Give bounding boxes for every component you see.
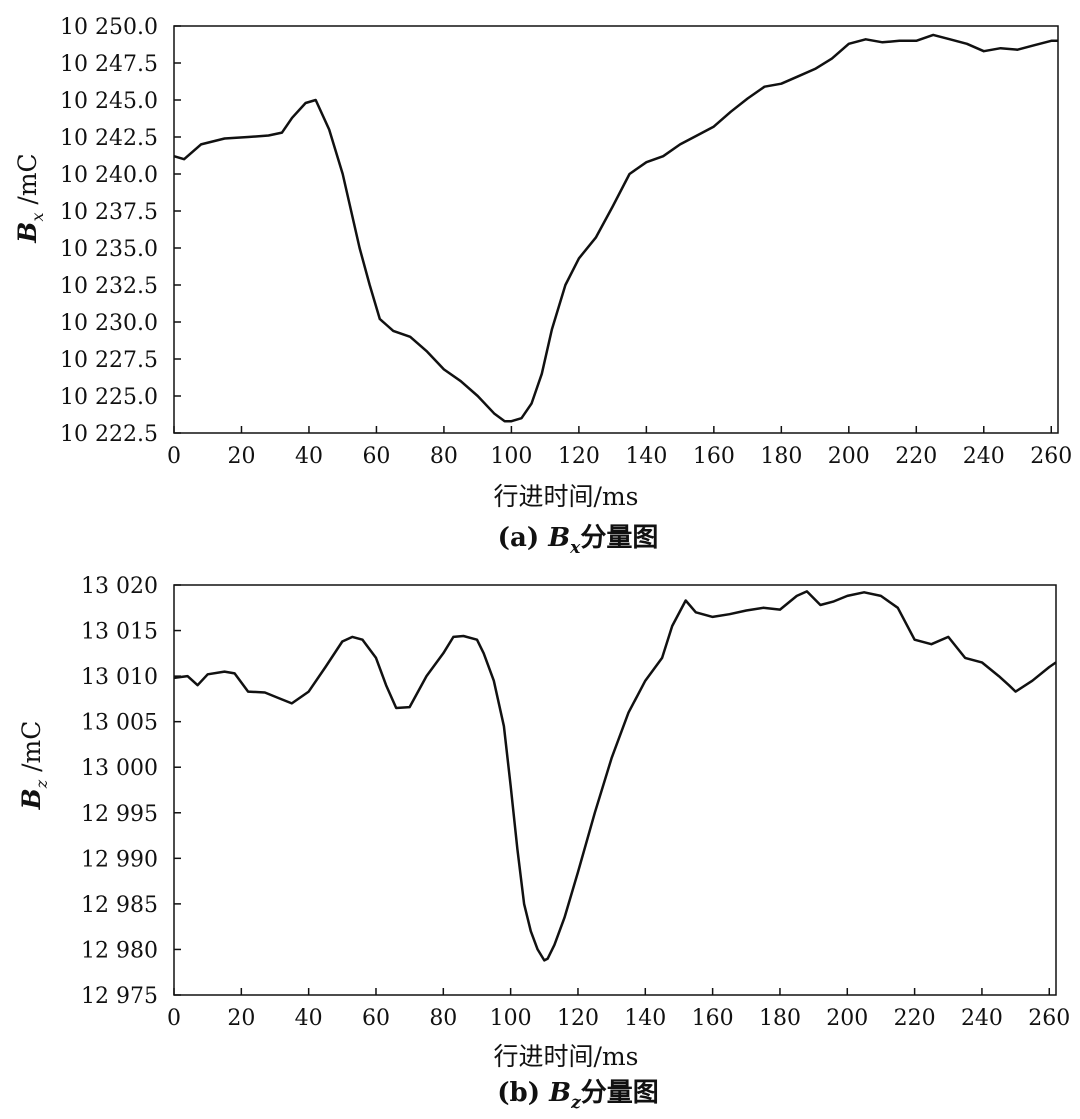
y-tick-label: 13 020	[81, 574, 158, 599]
y-tick-label: 12 985	[81, 893, 158, 918]
chart-panel-bx: 10 222.5 10 225.0 10 227.5 10 230.0 10 232.5…	[13, 15, 1072, 558]
x-tick-label: 160	[693, 444, 735, 469]
x-tick-label: 20	[227, 1006, 255, 1031]
x-tick-label: 240	[963, 444, 1005, 469]
y-tick-label: 12 975	[81, 984, 158, 1009]
x-tick-label: 220	[894, 1006, 936, 1031]
x-tick-label: 40	[295, 1006, 323, 1031]
plot-frame	[173, 584, 1057, 996]
bz-series-line	[173, 590, 1057, 962]
y-tick-label: 10 247.5	[60, 52, 158, 77]
y-tick-label: 12 995	[81, 802, 158, 827]
x-tick-label: 140	[624, 1006, 666, 1031]
x-tick-label: 100	[490, 1006, 532, 1031]
y-tick-label: 13 010	[81, 665, 158, 690]
panel-caption: (a) Bx分量图	[498, 523, 659, 558]
y-tick-label: 10 222.5	[60, 422, 158, 447]
y-axis-label: Bz /mC	[17, 721, 51, 811]
y-tick-label: 12 980	[81, 938, 158, 963]
x-tick-label: 120	[557, 1006, 599, 1031]
chart-panel-bz: 12 975 12 980 12 985 12 990 12 995 13 000 13 0…	[0, 560, 1080, 1119]
x-tick-label: 160	[692, 1006, 734, 1031]
y-tick-label: 10 232.5	[60, 274, 158, 299]
x-axis-label: 行进时间/ms	[494, 482, 639, 511]
y-tick-label: 13 005	[81, 711, 158, 736]
y-tick-label: 10 237.5	[60, 200, 158, 225]
bx-chart-svg: 10 222.5 10 225.0 10 227.5 10 230.0 10 232.5…	[13, 15, 1072, 558]
bz-chart-svg: 12 975 12 980 12 985 12 990 12 995 13 000 13 0…	[17, 574, 1070, 1113]
y-tick-label: 10 245.0	[60, 89, 158, 114]
y-tick-label: 10 230.0	[60, 311, 158, 336]
x-tick-label: 220	[895, 444, 937, 469]
x-tick-label: 260	[1030, 444, 1072, 469]
x-tick-label: 40	[295, 444, 323, 469]
x-tick-label: 240	[961, 1006, 1003, 1031]
x-tick-label: 260	[1028, 1006, 1070, 1031]
x-tick-label: 200	[828, 444, 870, 469]
x-tick-label: 0	[167, 444, 181, 469]
x-tick-label: 140	[625, 444, 667, 469]
y-tick-label: 10 227.5	[60, 348, 158, 373]
plot-frame	[173, 25, 1059, 434]
x-tick-label: 0	[167, 1006, 181, 1031]
x-tick-label: 60	[362, 444, 390, 469]
x-tick-label: 120	[558, 444, 600, 469]
x-tick-label: 100	[490, 444, 532, 469]
x-tick-label: 80	[430, 444, 458, 469]
bx-series-line	[173, 33, 1058, 423]
y-tick-label: 10 250.0	[60, 15, 158, 40]
x-tick-label: 200	[826, 1006, 868, 1031]
x-tick-label: 60	[362, 1006, 390, 1031]
panel-caption: (b) Bz分量图	[497, 1078, 659, 1113]
y-tick-label: 13 015	[81, 620, 158, 645]
y-tick-label: 10 225.0	[60, 385, 158, 410]
y-tick-label: 10 235.0	[60, 237, 158, 262]
x-tick-label: 180	[760, 444, 802, 469]
x-tick-label: 80	[429, 1006, 457, 1031]
x-tick-label: 20	[227, 444, 255, 469]
y-axis-label: Bx /mC	[13, 153, 47, 243]
y-tick-label: 12 990	[81, 847, 158, 872]
x-tick-label: 180	[759, 1006, 801, 1031]
y-tick-label: 10 242.5	[60, 126, 158, 151]
y-tick-label: 10 240.0	[60, 163, 158, 188]
x-axis-label: 行进时间/ms	[494, 1042, 639, 1071]
y-tick-label: 13 000	[81, 756, 158, 781]
